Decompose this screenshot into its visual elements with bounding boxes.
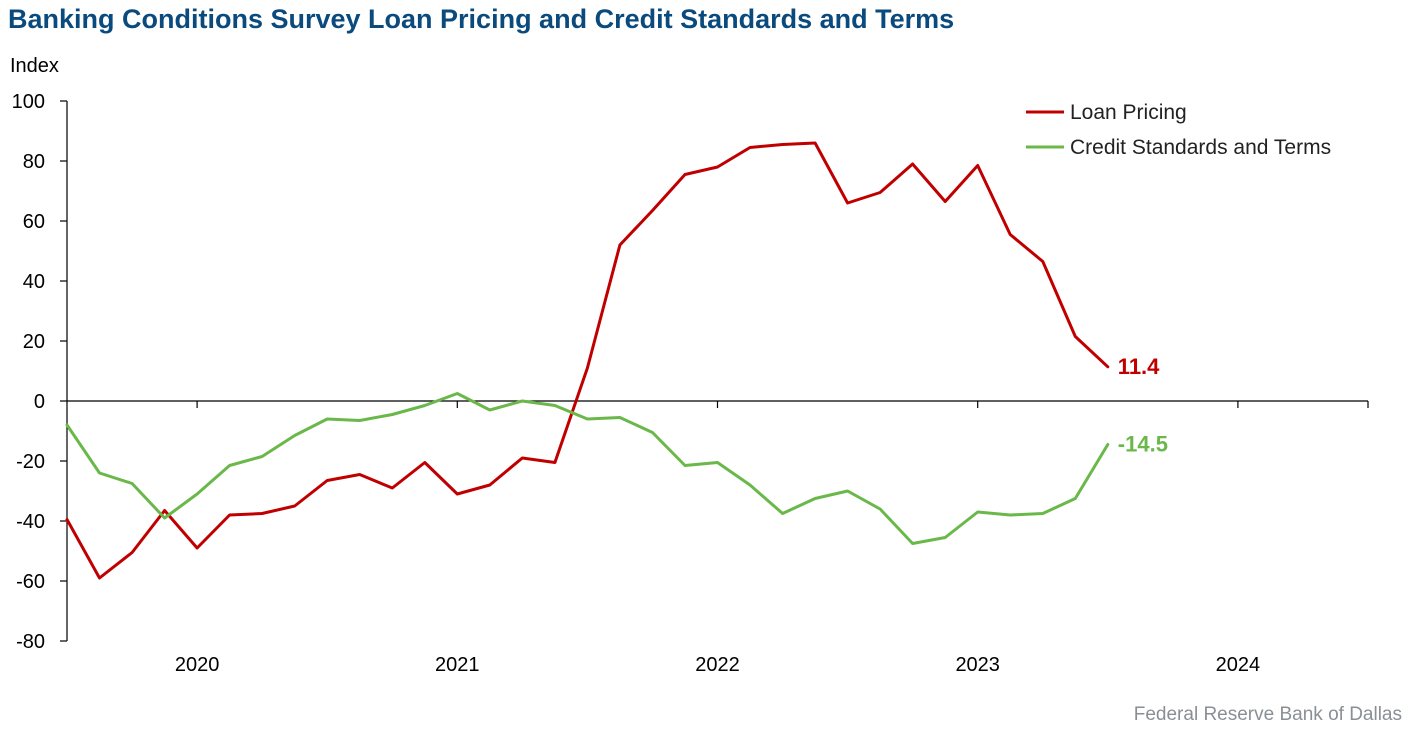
x-tick-label: 2023: [955, 654, 1000, 676]
y-tick-label: 60: [23, 211, 45, 233]
legend-label: Credit Standards and Terms: [1070, 136, 1331, 159]
end-value-label: -14.5: [1118, 432, 1168, 457]
y-tick-label: 20: [23, 331, 45, 353]
y-tick-label: 40: [23, 271, 45, 293]
y-tick-label: -80: [16, 631, 45, 653]
y-tick-label: 100: [12, 91, 45, 113]
legend-label: Loan Pricing: [1070, 101, 1187, 124]
y-tick-label: -40: [16, 511, 45, 533]
x-tick-label: 2024: [1216, 654, 1261, 676]
x-tick-label: 2020: [175, 654, 220, 676]
end-value-label: 11.4: [1118, 354, 1160, 379]
y-axis-unit-label: Index: [10, 55, 59, 77]
legend: Loan Pricing Credit Standards and Terms: [1026, 101, 1331, 159]
series-line-loan-pricing: [65, 141, 1110, 580]
y-tick-label: -20: [16, 451, 45, 473]
x-tick-label: 2021: [435, 654, 480, 676]
y-tick-label: 0: [34, 391, 45, 413]
source-note: Federal Reserve Bank of Dallas: [1133, 704, 1402, 725]
chart-title: Banking Conditions Survey Loan Pricing a…: [8, 4, 955, 34]
series-lines: [65, 141, 1110, 580]
x-tick-label: 2022: [695, 654, 740, 676]
y-tick-label: 80: [23, 151, 45, 173]
y-tick-label: -60: [16, 571, 45, 593]
axes: 100 80 60 40 20 0 -20 -40 -60 -80 2020 2021 2022 2023…: [12, 91, 1369, 676]
end-labels: 11.4 -14.5: [1118, 354, 1168, 457]
series-line-credit-standards-and-terms: [65, 392, 1110, 545]
